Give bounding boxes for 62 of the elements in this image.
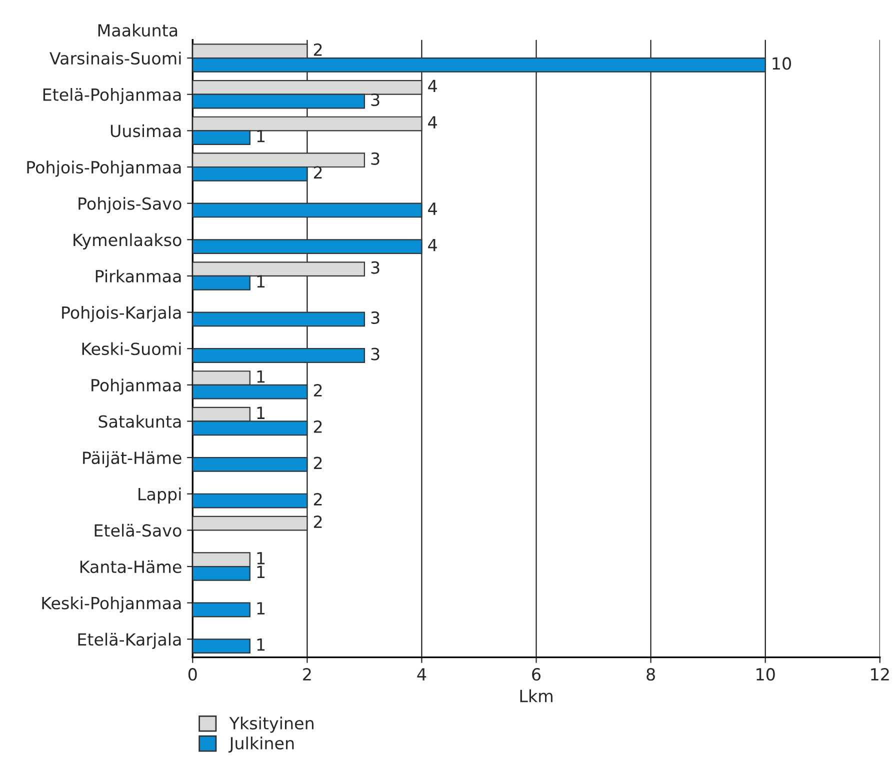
data-label: 2 [314,384,322,396]
x-tick-label: 0 [188,668,197,681]
data-label: 1 [257,406,265,419]
y-tick-label: Lappi [138,488,181,504]
data-label: 2 [314,516,322,528]
data-label: 3 [371,311,380,324]
bar [192,638,250,654]
x-tick-label: 10 [756,668,775,681]
x-tick-label: 6 [532,668,541,681]
data-label: 1 [257,275,265,288]
y-tick-label: Varsinais-Suomi [50,52,181,65]
bar [192,516,308,531]
y-tick-label: Pirkanmaa [96,270,181,283]
data-label: 2 [314,420,322,433]
x-tick-label: 12 [871,668,889,680]
y-tick-label: Etelä-Pohjanmaa [43,88,181,104]
y-tick-label: Pohjois-Karjala [62,306,181,322]
y-tick-label: Kanta-Häme [80,560,182,574]
data-label: 2 [314,493,322,506]
data-label: 3 [371,152,380,165]
y-tick-label: Pohjois-Savo [78,196,182,214]
x-tick-label: 2 [303,668,311,680]
data-label: 4 [428,238,437,252]
data-label: 1 [257,602,265,614]
data-label: 3 [371,93,380,106]
data-label: 1 [257,370,265,383]
y-tick-label: Pohjanmaa [92,378,181,395]
y-tick-label: Keski-Suomi [82,342,181,356]
bar [192,457,308,472]
x-tick-label: 4 [417,668,426,680]
bar [192,312,366,327]
data-label: 3 [371,261,380,274]
y-tick-label: Päijät-Häme [83,451,182,468]
bar [192,602,250,618]
x-axis-title: Lkm [520,689,552,702]
data-label: 4 [428,202,437,215]
legend-label: Julkinen [228,736,294,753]
data-label: 2 [314,166,322,179]
x-tick-label: 8 [646,668,655,681]
y-axis-title: Maakunta [98,24,178,37]
bar [192,239,422,254]
y-tick-label: Kymenlaakso [74,233,182,250]
data-label: 2 [314,456,322,470]
bar [192,348,366,363]
data-label: 2 [314,43,322,56]
data-label: 10 [772,57,791,70]
y-tick-label: Etelä-Karjala [78,632,181,649]
data-label: 1 [257,566,265,578]
bar [192,202,422,218]
data-label: 1 [257,552,265,564]
y-tick-label: Etelä-Savo [94,524,182,537]
y-tick-label: Satakunta [98,414,181,428]
data-label: 1 [257,130,265,142]
y-tick-label: Uusimaa [110,124,181,138]
data-label: 3 [371,348,380,360]
data-label: 4 [428,80,437,92]
bar [192,493,308,508]
legend-label: Yksityinen [229,716,314,733]
y-tick-label: Keski-Pohjanmaa [42,596,181,613]
data-label: 1 [257,638,265,651]
y-tick-label: Pohjois-Pohjanmaa [27,160,181,177]
data-label: 4 [428,116,437,128]
